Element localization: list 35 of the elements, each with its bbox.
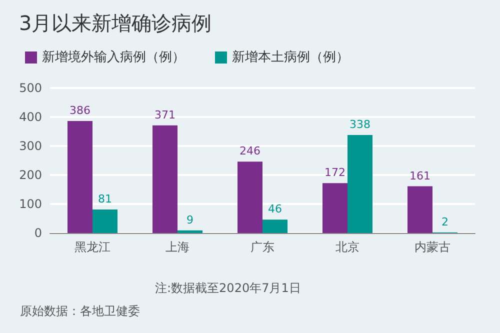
legend-label: 新增境外输入病例（例） <box>42 49 185 65</box>
bar <box>322 183 348 233</box>
text: 原始数据：各地卫健委 <box>20 304 140 318</box>
bar <box>92 210 118 233</box>
x-tick-label: 北京 <box>336 240 360 254</box>
legend-label: 新增本土病例（例） <box>232 50 349 65</box>
y-tick-label: 500 <box>19 81 42 95</box>
data-label: 386 <box>70 104 90 118</box>
y-tick-label: 100 <box>19 197 42 211</box>
data-label: 81 <box>98 192 112 206</box>
data-label: 2 <box>442 215 448 228</box>
x-tick-label: 广东 <box>250 240 274 254</box>
y-tick-label: 300 <box>19 139 42 153</box>
bar <box>68 121 92 233</box>
bar <box>178 230 202 233</box>
data-label: 172 <box>324 166 346 180</box>
y-tick-label: 0 <box>34 226 42 240</box>
bar <box>408 186 432 233</box>
bar <box>152 125 178 233</box>
data-label: 371 <box>154 108 176 122</box>
bar <box>238 162 262 233</box>
data-label: 161 <box>410 169 430 182</box>
text: 注:数据截至2020年7月1日 <box>155 281 301 295</box>
bar <box>262 220 288 233</box>
x-tick-label: 上海 <box>166 240 190 254</box>
x-tick-label: 内蒙古 <box>414 240 450 254</box>
bar <box>348 134 372 233</box>
chart-title: 3月以来新增确诊病例 <box>19 11 212 35</box>
x-tick-label: 黑龙江 <box>74 240 110 254</box>
data-label: 46 <box>268 202 282 216</box>
data-label: 9 <box>186 213 194 226</box>
data-label: 246 <box>240 144 260 158</box>
y-tick-label: 200 <box>19 168 42 182</box>
data-label: 338 <box>350 118 370 131</box>
y-tick-label: 400 <box>19 110 42 124</box>
